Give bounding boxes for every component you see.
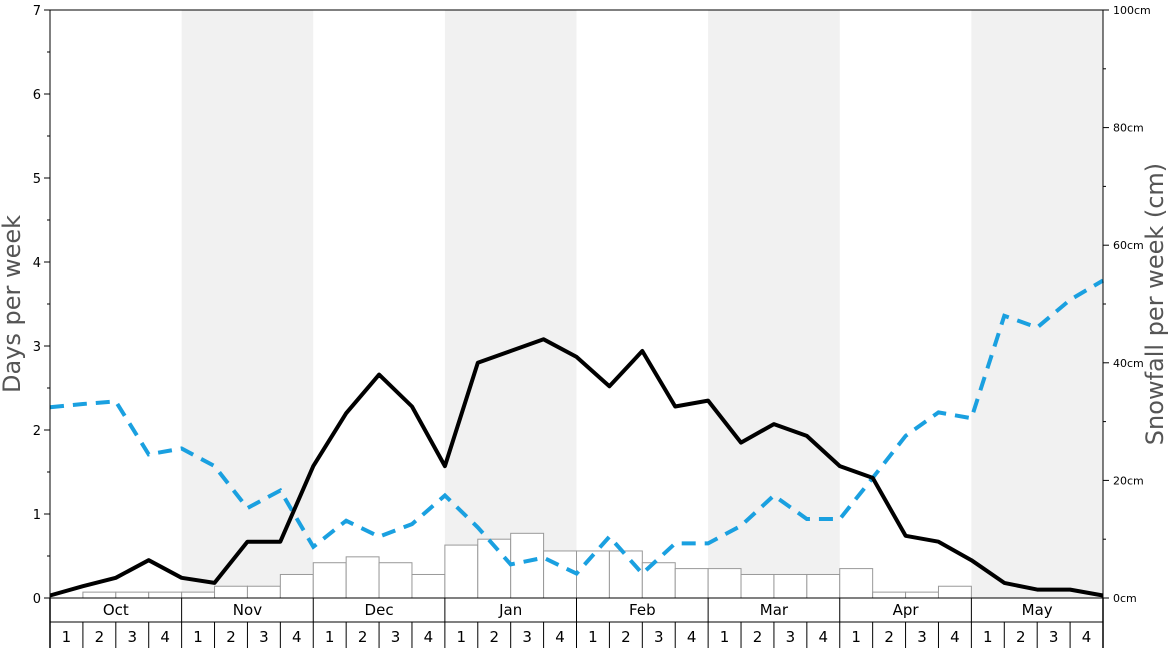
snowfall-bar [148,591,183,599]
right-tick-label: 40cm [1113,357,1144,370]
snowfall-bar [214,585,248,599]
right-tick-label: 20cm [1113,474,1144,487]
left-tick-label: 0 [33,592,41,607]
week-label: 3 [1049,628,1059,646]
month-label-oct: Oct [103,601,129,619]
right-axis-ticks: 0cm 20cm 40cm 60cm 80cm 100cm [1103,4,1151,605]
week-label: 1 [851,628,861,646]
left-axis-ticks: 0 1 2 3 4 5 6 7 [33,4,50,607]
snowfall-bar [444,544,479,599]
week-label: 1 [983,628,993,646]
snowfall-bar [510,532,545,599]
snowfall-bar [82,591,117,599]
snowfall-bar [707,568,742,599]
snowfall-bar [608,550,643,599]
week-label: 1 [325,628,335,646]
snowfall-bar [279,573,314,599]
snowfall-bar [937,585,972,599]
snowfall-bar [378,562,413,599]
snowfall-bar [773,573,808,599]
week-label: 4 [555,628,565,646]
left-tick-label: 2 [33,424,41,439]
left-axis-title: Days per week [0,215,26,393]
snowfall-bar [477,538,512,599]
dashed-line-series [49,278,1105,577]
snowfall-bar [115,591,150,599]
snowfall-bar [839,568,874,599]
snowfall-bar [905,591,939,599]
left-tick-label: 7 [33,4,41,19]
week-label: 1 [588,628,598,646]
snowfall-bar [246,585,281,599]
shade-may [971,10,1103,598]
snowfall-bar [345,556,380,599]
week-label: 3 [259,628,269,646]
week-label: 1 [457,628,467,646]
right-tick-label: 0cm [1113,592,1137,605]
shade-mar [708,10,840,598]
week-label: 4 [160,628,170,646]
week-label: 3 [522,628,532,646]
week-label: 1 [720,628,730,646]
snowfall-bar [674,568,709,599]
month-label-mar: Mar [760,601,789,619]
left-tick-label: 5 [33,172,41,187]
week-label: 4 [819,628,829,646]
week-label: 2 [753,628,763,646]
week-label: 2 [358,628,368,646]
snowfall-bar [312,562,347,599]
shade-nov [181,10,314,598]
snowfall-bar [806,573,841,599]
month-label-may: May [1022,601,1053,619]
month-label-feb: Feb [629,601,656,619]
snowfall-bars [82,532,972,599]
left-tick-label: 1 [33,508,41,523]
right-axis-title: Snowfall per week (cm) [1141,163,1168,445]
week-label: 4 [950,628,960,646]
month-shading [181,10,1103,598]
week-label: 2 [1016,628,1026,646]
snowfall-bar [181,591,216,599]
week-label: 2 [884,628,894,646]
right-tick-label: 100cm [1113,4,1151,17]
left-tick-label: 4 [33,256,41,271]
right-tick-label: 60cm [1113,239,1144,252]
month-label-jan: Jan [498,601,522,619]
snowfall-bar [740,573,775,599]
week-label: 3 [391,628,401,646]
month-label-nov: Nov [233,601,262,619]
week-label: 4 [1082,628,1092,646]
month-label-dec: Dec [365,601,394,619]
week-label: 2 [489,628,499,646]
shade-jan [444,10,577,598]
week-label: 2 [621,628,631,646]
week-label: 2 [226,628,236,646]
week-label: 4 [424,628,434,646]
month-week-axis: Oct 1 2 3 4 Nov 1 2 3 4 Dec 1 2 3 4 Jan 1 2 3 4 Feb 1 2 3 4 Mar 1 2… [49,598,1104,648]
week-label: 3 [127,628,137,646]
week-label: 4 [292,628,302,646]
solid-line-series [49,337,1104,598]
week-label: 3 [654,628,664,646]
week-label: 2 [95,628,105,646]
week-label: 1 [193,628,203,646]
week-label: 3 [786,628,796,646]
month-label-apr: Apr [893,601,920,619]
left-tick-label: 6 [33,88,41,103]
week-label: 1 [62,628,72,646]
days-lines [49,278,1105,598]
left-tick-label: 3 [33,340,41,355]
snowfall-bar [411,573,446,599]
week-label: 4 [687,628,697,646]
right-tick-label: 80cm [1113,122,1144,135]
snowfall-bar [872,591,907,599]
week-label: 3 [917,628,927,646]
